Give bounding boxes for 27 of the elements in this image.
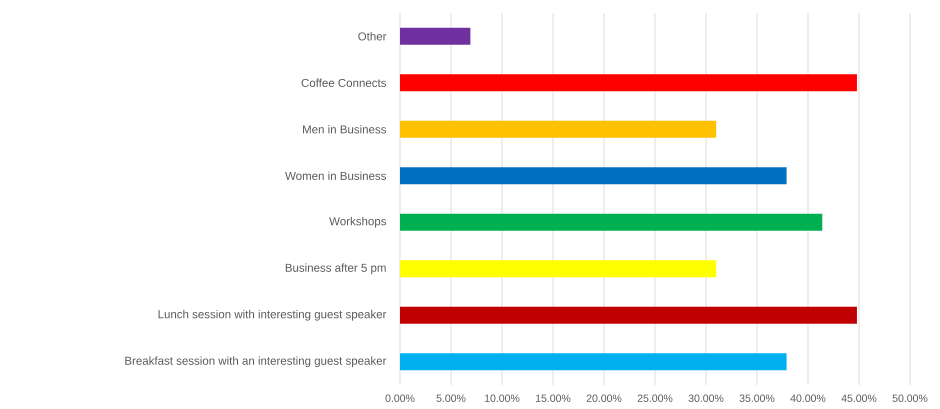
x-tick-label: 5.00% (436, 394, 466, 402)
y-tick-label: Lunch session with interesting guest speaker (158, 310, 386, 321)
x-tick-label: 45.00% (841, 394, 876, 402)
bar (400, 260, 716, 278)
y-tick-label: Breakfast session with an interesting guest speaker (125, 356, 386, 368)
x-tick-label: 0.00% (386, 394, 415, 402)
bar (400, 120, 716, 138)
bar (400, 28, 470, 45)
y-tick-label: Coffee Connects (302, 78, 386, 87)
x-tick-label: 35.00% (740, 394, 774, 402)
x-tick-label: 30.00% (688, 394, 724, 402)
y-tick-label: Workshops (329, 216, 386, 228)
bar (400, 306, 857, 324)
x-tick-label: 15.00% (536, 394, 570, 402)
x-tick-label: 25.00% (638, 394, 672, 402)
x-tick-label: 20.00% (586, 394, 622, 402)
x-tick-label: 40.00% (790, 394, 826, 402)
y-tick-label: Other (358, 32, 386, 40)
y-tick-label: Business after 5 pm (286, 263, 386, 274)
bar (400, 214, 822, 231)
y-tick-label: Men in Business (303, 125, 386, 134)
bar (400, 74, 857, 92)
bar (400, 353, 787, 370)
x-tick-label: 50.00% (892, 394, 928, 402)
y-tick-label: Women in Business (285, 172, 386, 180)
x-tick-label: 10.00% (484, 394, 520, 402)
bar (400, 167, 787, 184)
